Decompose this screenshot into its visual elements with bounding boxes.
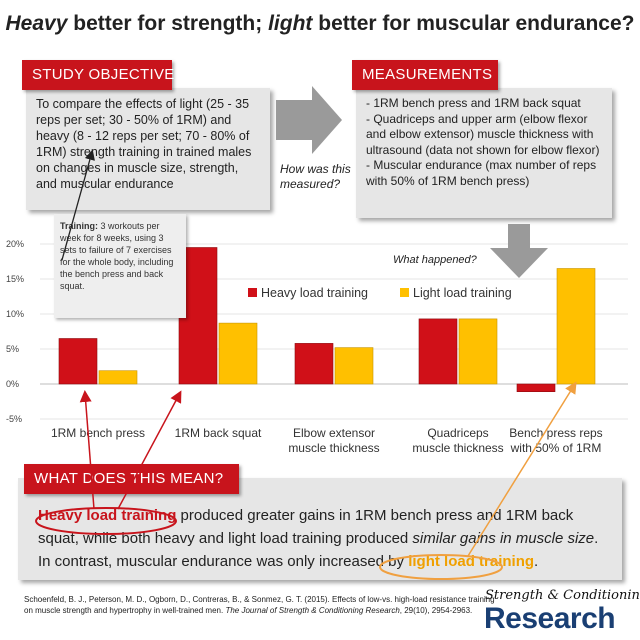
measurement-item: - Quadriceps and upper arm (elbow flexor…	[366, 111, 600, 157]
measurement-item: - 1RM bench press and 1RM back squat	[366, 96, 581, 110]
measurements-box: - 1RM bench press and 1RM back squat - Q…	[356, 88, 612, 218]
category-label: Elbow extensor	[293, 426, 375, 440]
title-light: light	[268, 12, 313, 35]
measurements-heading: MEASUREMENTS	[352, 60, 498, 90]
citation: Schoenfeld, B. J., Peterson, M. D., Ogbo…	[24, 594, 504, 616]
y-tick-label: -5%	[6, 414, 22, 424]
right-block-arrow-icon	[276, 86, 342, 154]
training-box: Training: 3 workouts per week for 8 week…	[54, 214, 186, 318]
study-objective-box: To compare the effects of light (25 - 35…	[26, 88, 270, 210]
light-bar	[458, 318, 498, 385]
legend-light-swatch	[400, 288, 409, 297]
logo-research: Research	[484, 602, 616, 635]
meaning-text-3: .	[534, 553, 539, 570]
citation-journal: The Journal of Strength & Conditioning R…	[225, 606, 400, 615]
how-measured-text: How was this measured?	[280, 162, 351, 191]
light-load-highlight: light load training	[408, 553, 535, 570]
measurement-item: - Muscular endurance (max number of reps…	[366, 158, 597, 188]
logo-subtitle: Strength & Conditioning	[485, 588, 640, 603]
legend-heavy-label: Heavy load training	[261, 286, 368, 300]
heavy-load-highlight: Heavy load training	[38, 507, 177, 524]
meaning-heading: WHAT DOES THIS MEAN?	[24, 464, 239, 494]
heavy-bar	[58, 338, 98, 385]
category-label: with 50% of 1RM	[510, 441, 602, 455]
y-tick-label: 10%	[6, 309, 24, 319]
training-text: 3 workouts per week for 8 weeks, using 3…	[60, 221, 174, 291]
y-tick-label: 0%	[6, 379, 19, 389]
category-label: Bench press reps	[509, 426, 602, 440]
category-label: 1RM bench press	[51, 426, 145, 440]
what-happened-text: What happened?	[393, 254, 477, 266]
citation-main: Schoenfeld, B. J., Peterson, M. D., Ogbo…	[24, 595, 495, 615]
y-tick-label: 20%	[6, 239, 24, 249]
citation-rest: , 29(10), 2954-2963.	[399, 606, 473, 615]
page-title: Heavy better for strength; light better …	[0, 12, 640, 36]
heavy-bar	[294, 343, 334, 385]
light-bar	[98, 370, 138, 385]
y-tick-label: 5%	[6, 344, 19, 354]
title-heavy: Heavy	[5, 12, 68, 35]
study-objective-heading: STUDY OBJECTIVE	[22, 60, 174, 90]
light-bar	[556, 268, 596, 385]
y-tick-label: 15%	[6, 274, 24, 284]
category-label: Quadriceps	[427, 426, 488, 440]
title-end: better for muscular endurance?	[312, 12, 635, 35]
legend-heavy-swatch	[248, 288, 257, 297]
category-label: muscle thickness	[412, 441, 503, 455]
heavy-bar	[418, 318, 458, 385]
legend-light-label: Light load training	[413, 286, 512, 300]
study-objective-text: To compare the effects of light (25 - 35…	[36, 97, 252, 191]
category-label: muscle thickness	[288, 441, 379, 455]
heavy-bar	[516, 383, 556, 392]
training-label: Training:	[60, 221, 98, 231]
title-mid: better for strength;	[67, 12, 269, 35]
light-bar	[218, 322, 258, 385]
meaning-similar-gains: similar gains in muscle size	[412, 530, 595, 547]
meaning-text-2: . In contrast, muscular endurance was on…	[38, 530, 599, 570]
category-label: 1RM back squat	[175, 426, 262, 440]
light-bar	[334, 347, 374, 385]
